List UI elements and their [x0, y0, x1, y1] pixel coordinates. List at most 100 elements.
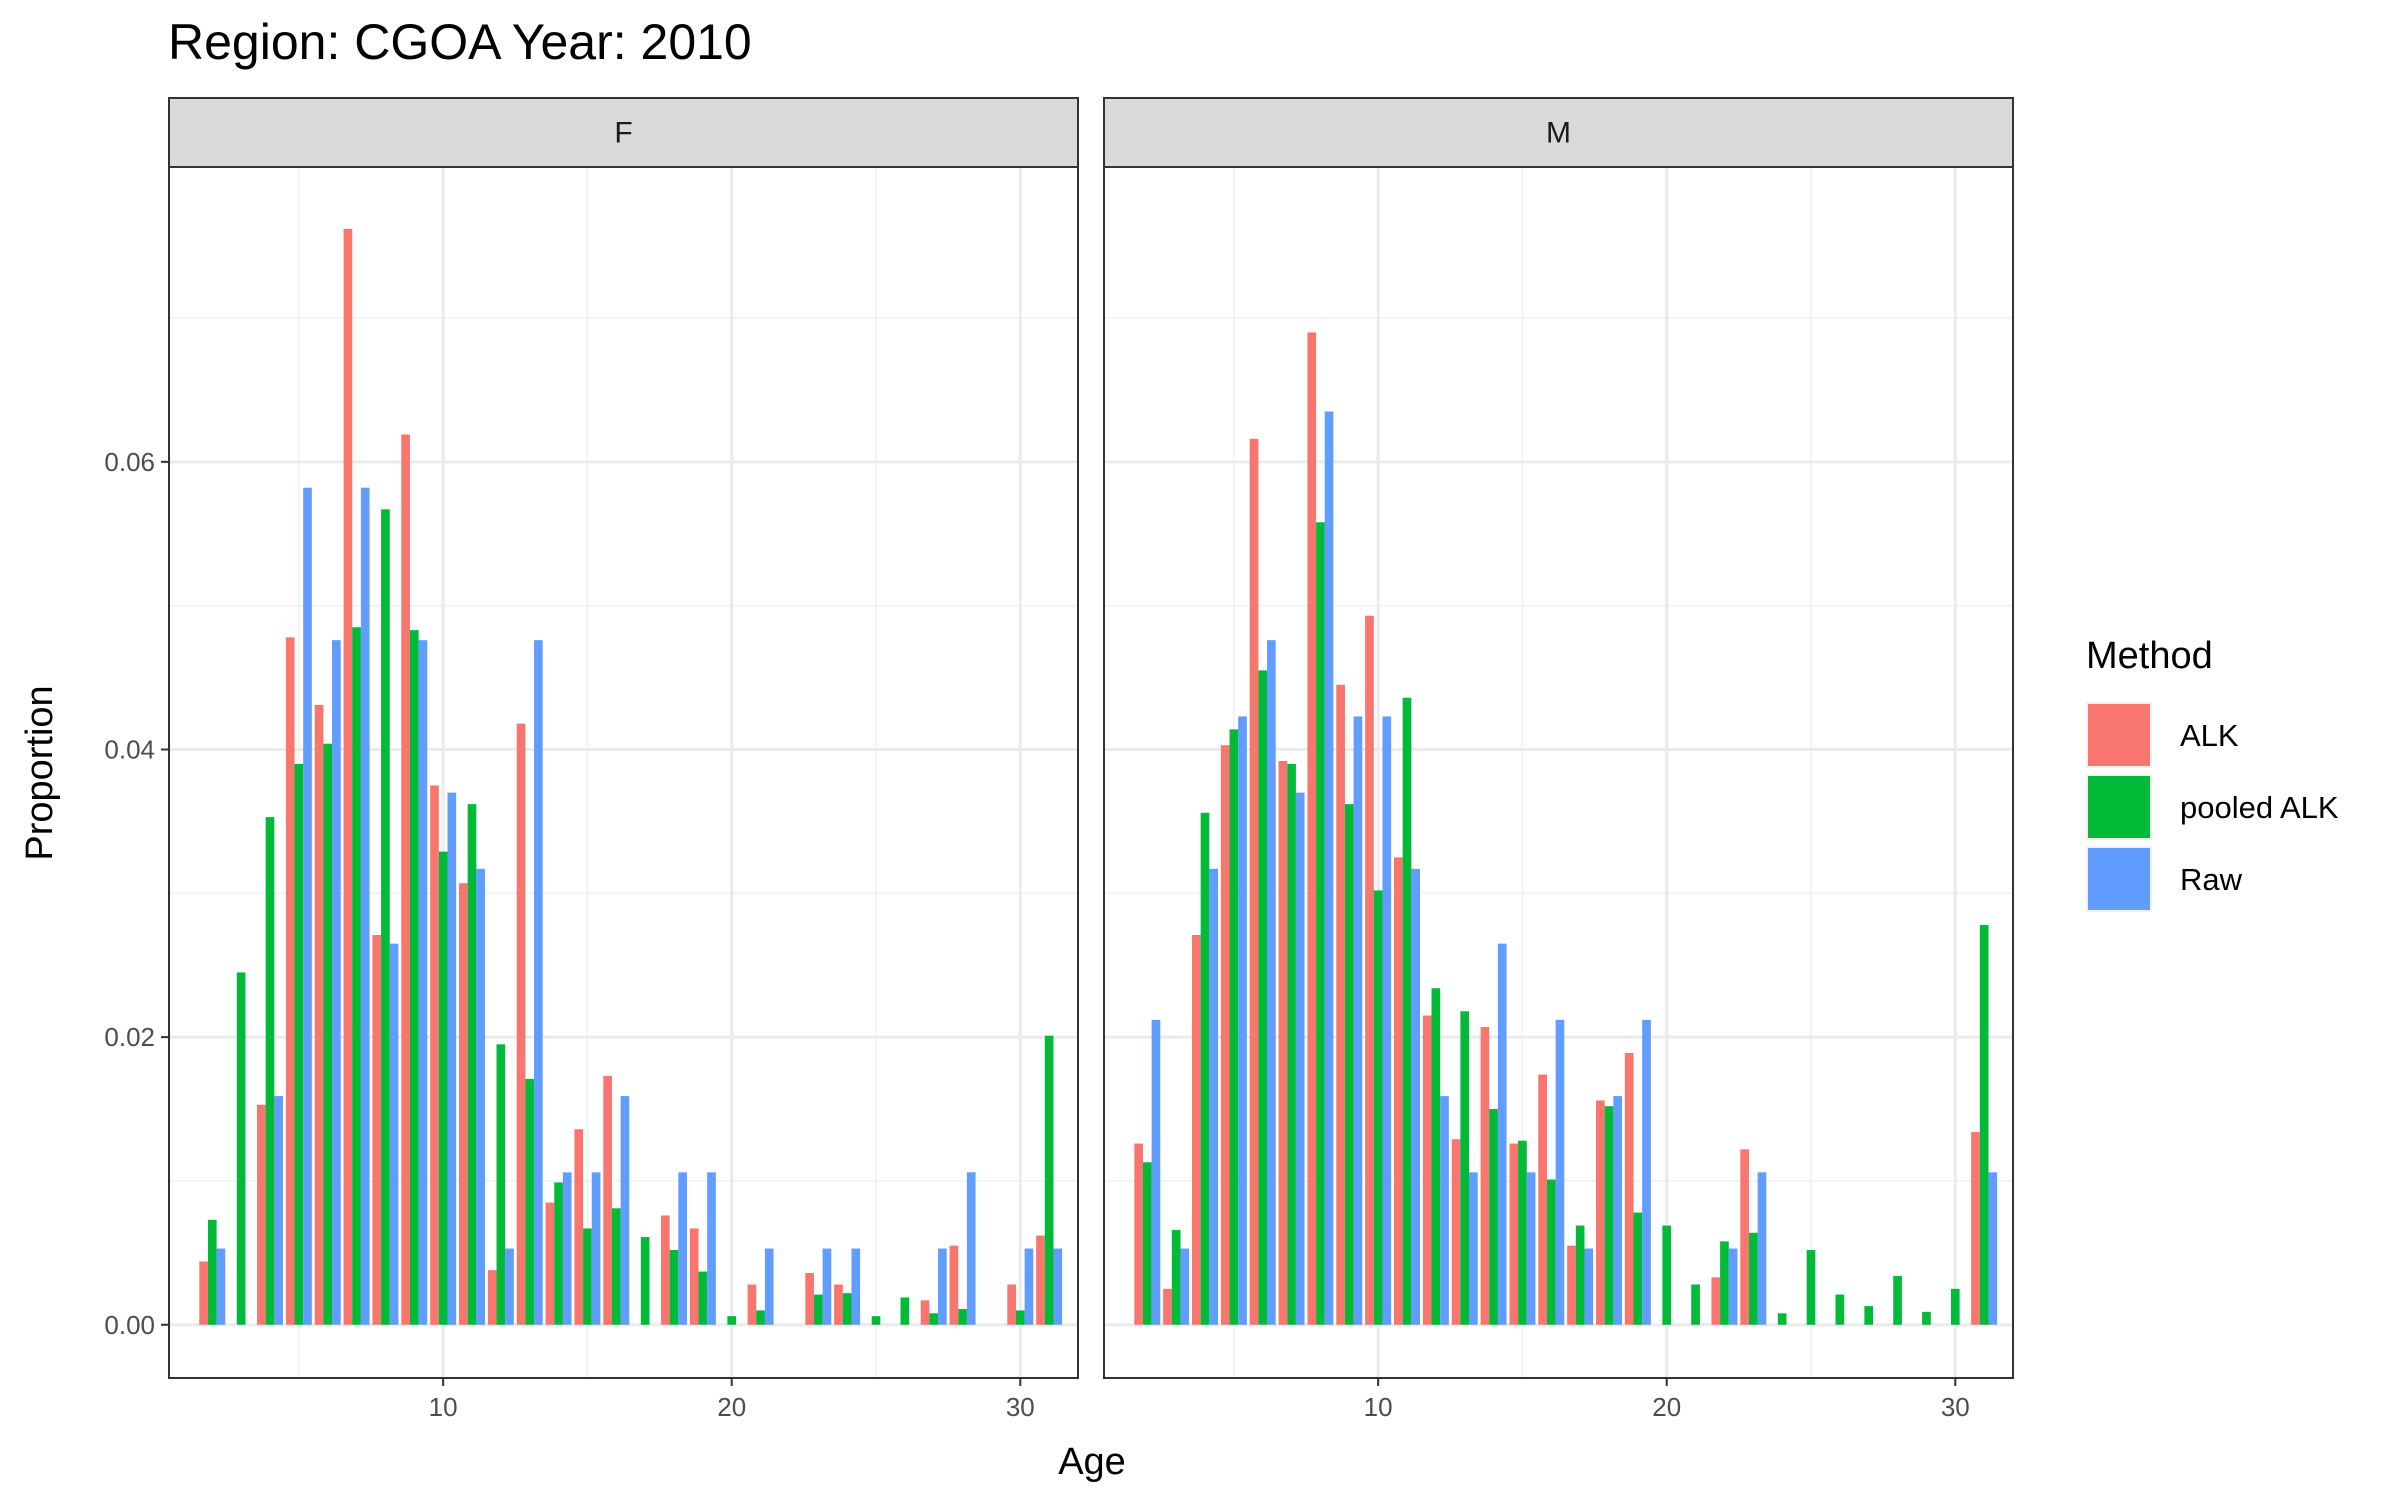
bar-F-Raw-age-2	[216, 1248, 226, 1325]
bar-M-Raw-age-23	[1757, 1172, 1767, 1325]
bar-F-pooled-ALK-age-4	[265, 817, 275, 1325]
x-tick-label: 30	[1941, 1392, 1970, 1422]
bar-M-pooled-ALK-age-12	[1431, 988, 1441, 1325]
bar-F-pooled-ALK-age-23	[813, 1294, 823, 1325]
legend-key-Raw	[2088, 848, 2150, 910]
y-tick-label: 0.00	[104, 1310, 155, 1340]
bar-F-ALK-age-23	[805, 1273, 814, 1325]
bar-F-pooled-ALK-age-20	[727, 1316, 737, 1325]
bar-M-Raw-age-31	[1988, 1172, 1998, 1325]
bar-F-pooled-ALK-age-8	[381, 509, 390, 1325]
bar-F-pooled-ALK-age-6	[323, 743, 333, 1325]
bar-F-ALK-age-30	[1007, 1284, 1016, 1325]
legend-label-Raw: Raw	[2180, 862, 2243, 897]
bar-F-Raw-age-18	[678, 1172, 687, 1325]
strip-F	[168, 97, 1079, 168]
bar-M-ALK-age-10	[1365, 615, 1374, 1325]
bar-M-Raw-age-12	[1440, 1096, 1449, 1325]
bar-F-ALK-age-2	[199, 1261, 208, 1325]
bar-M-pooled-ALK-age-24	[1777, 1313, 1787, 1325]
bar-M-ALK-age-6	[1249, 438, 1259, 1325]
bar-F-pooled-ALK-age-19	[698, 1271, 708, 1325]
bar-F-pooled-ALK-age-28	[958, 1308, 967, 1325]
bar-F-Raw-age-15	[591, 1172, 601, 1325]
bar-F-pooled-ALK-age-26	[900, 1297, 910, 1325]
bar-F-pooled-ALK-age-2	[207, 1219, 217, 1325]
bar-M-Raw-age-9	[1353, 716, 1363, 1325]
bar-M-Raw-age-6	[1267, 640, 1276, 1325]
bar-M-Raw-age-3	[1180, 1248, 1190, 1325]
bar-M-ALK-age-5	[1220, 745, 1230, 1325]
bar-F-pooled-ALK-age-17	[640, 1237, 650, 1325]
bar-F-Raw-age-21	[764, 1248, 774, 1325]
bar-M-ALK-age-12	[1422, 1015, 1432, 1325]
bar-F-ALK-age-7	[343, 228, 353, 1325]
legend-label-ALK: ALK	[2180, 718, 2239, 753]
bar-M-ALK-age-11	[1394, 857, 1403, 1325]
bar-F-Raw-age-31	[1053, 1248, 1063, 1325]
bar-M-ALK-age-15	[1509, 1143, 1519, 1325]
y-tick-label: 0.02	[104, 1022, 155, 1052]
bar-F-pooled-ALK-age-16	[611, 1208, 621, 1325]
strip-M	[1103, 97, 2014, 168]
facet-panels: F 10 20 30 0.00 0.02 0.04 0.06 M 10 20 30	[104, 97, 2014, 1422]
bar-F-ALK-age-14	[545, 1202, 555, 1325]
x-tick-label: 20	[1652, 1392, 1681, 1422]
bar-F-Raw-age-14	[562, 1172, 572, 1325]
legend: Method ALK pooled ALK Raw	[2086, 635, 2339, 912]
bar-F-ALK-age-16	[603, 1075, 612, 1325]
bar-M-Raw-age-5	[1238, 716, 1247, 1325]
bar-M-ALK-age-31	[1971, 1132, 1980, 1325]
bar-F-ALK-age-6	[314, 704, 324, 1325]
bar-M-pooled-ALK-age-18	[1604, 1106, 1614, 1325]
bar-M-pooled-ALK-age-6	[1258, 670, 1268, 1325]
legend-label-pooled-ALK: pooled ALK	[2180, 790, 2339, 825]
bar-F-ALK-age-31	[1036, 1235, 1045, 1325]
legend-title: Method	[2086, 635, 2213, 677]
y-tick-label: 0.06	[104, 447, 155, 477]
bar-M-pooled-ALK-age-29	[1922, 1311, 1931, 1325]
bar-F-Raw-age-28	[966, 1172, 976, 1325]
x-tick-label: 10	[429, 1392, 458, 1422]
bar-F-pooled-ALK-age-27	[929, 1313, 939, 1325]
y-axis-title: Proportion	[19, 685, 61, 860]
bar-F-pooled-ALK-age-31	[1044, 1035, 1054, 1325]
bar-M-Raw-age-7	[1295, 792, 1305, 1325]
bar-M-ALK-age-4	[1192, 935, 1201, 1325]
bar-F-Raw-age-12	[505, 1248, 514, 1325]
bar-F-Raw-age-30	[1024, 1248, 1034, 1325]
bar-F-pooled-ALK-age-21	[756, 1310, 765, 1325]
bar-M-pooled-ALK-age-8	[1316, 522, 1325, 1325]
bar-F-ALK-age-24	[834, 1284, 843, 1325]
bar-M-pooled-ALK-age-28	[1893, 1275, 1902, 1325]
bar-M-ALK-age-16	[1538, 1074, 1547, 1325]
bar-F-Raw-age-5	[303, 487, 312, 1325]
bar-M-Raw-age-2	[1151, 1019, 1161, 1325]
bar-M-pooled-ALK-age-26	[1835, 1294, 1845, 1325]
bar-M-ALK-age-3	[1163, 1288, 1172, 1325]
bar-M-pooled-ALK-age-21	[1691, 1284, 1700, 1325]
bar-F-ALK-age-15	[574, 1129, 584, 1325]
bar-F-ALK-age-19	[689, 1228, 699, 1325]
bar-F-pooled-ALK-age-14	[554, 1182, 563, 1325]
bar-M-pooled-ALK-age-22	[1720, 1241, 1729, 1325]
bar-M-ALK-age-7	[1278, 760, 1288, 1325]
bar-M-Raw-age-8	[1324, 411, 1334, 1325]
bar-M-ALK-age-19	[1624, 1052, 1634, 1325]
bar-F-ALK-age-12	[487, 1270, 497, 1325]
bar-M-pooled-ALK-age-15	[1518, 1140, 1527, 1325]
bar-M-pooled-ALK-age-20	[1662, 1225, 1672, 1325]
bar-F-ALK-age-18	[661, 1215, 670, 1325]
bar-M-pooled-ALK-age-9	[1344, 804, 1354, 1325]
bar-F-pooled-ALK-age-12	[496, 1044, 506, 1325]
bar-M-pooled-ALK-age-10	[1373, 890, 1383, 1325]
bar-F-pooled-ALK-age-13	[525, 1078, 535, 1325]
bar-M-pooled-ALK-age-25	[1806, 1249, 1816, 1325]
bar-F-ALK-age-11	[459, 883, 468, 1325]
bar-F-ALK-age-28	[949, 1245, 959, 1325]
bar-F-Raw-age-9	[418, 640, 428, 1325]
bar-M-pooled-ALK-age-7	[1287, 763, 1296, 1325]
bar-M-Raw-age-4	[1209, 868, 1218, 1325]
bar-F-Raw-age-27	[938, 1248, 947, 1325]
